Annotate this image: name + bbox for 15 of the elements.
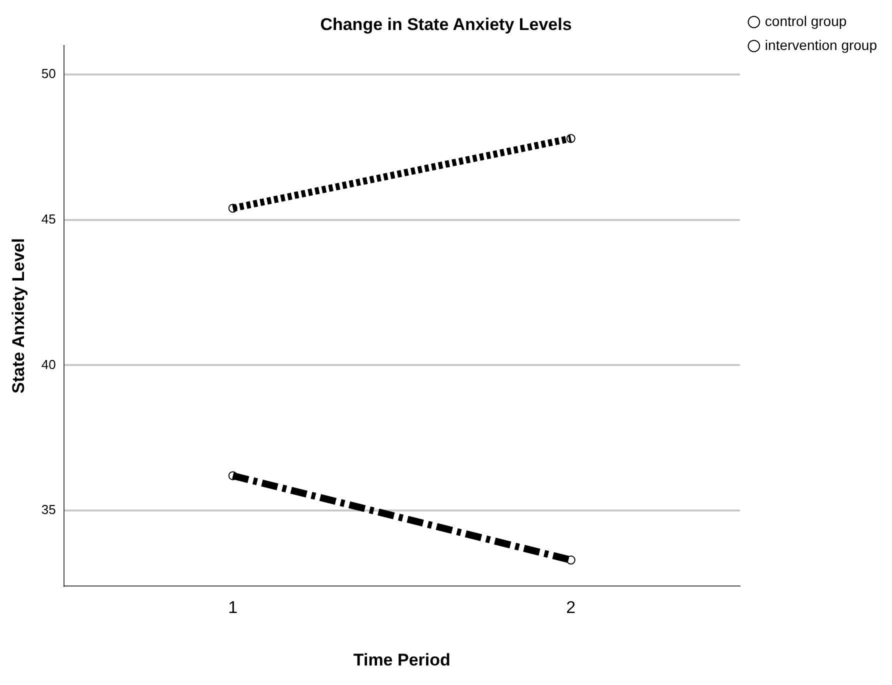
- x-axis-title: Time Period: [353, 650, 450, 670]
- point: [566, 556, 576, 565]
- point: [228, 204, 238, 213]
- x-tick-label: 1: [228, 598, 238, 618]
- point: [566, 134, 576, 143]
- y-axis-title: State Anxiety Level: [8, 238, 28, 394]
- y-tick-label: 45: [41, 211, 56, 226]
- y-tick-label: 50: [41, 66, 56, 82]
- y-tick-label: 35: [41, 502, 56, 518]
- x-tick-label: 2: [566, 598, 576, 618]
- y-tick-label: 40: [41, 356, 56, 372]
- legend-label: intervention group: [764, 36, 878, 53]
- chart-title: Change in State Anxiety Levels: [320, 14, 572, 34]
- point: [228, 471, 238, 480]
- legend-label: control group: [764, 12, 847, 29]
